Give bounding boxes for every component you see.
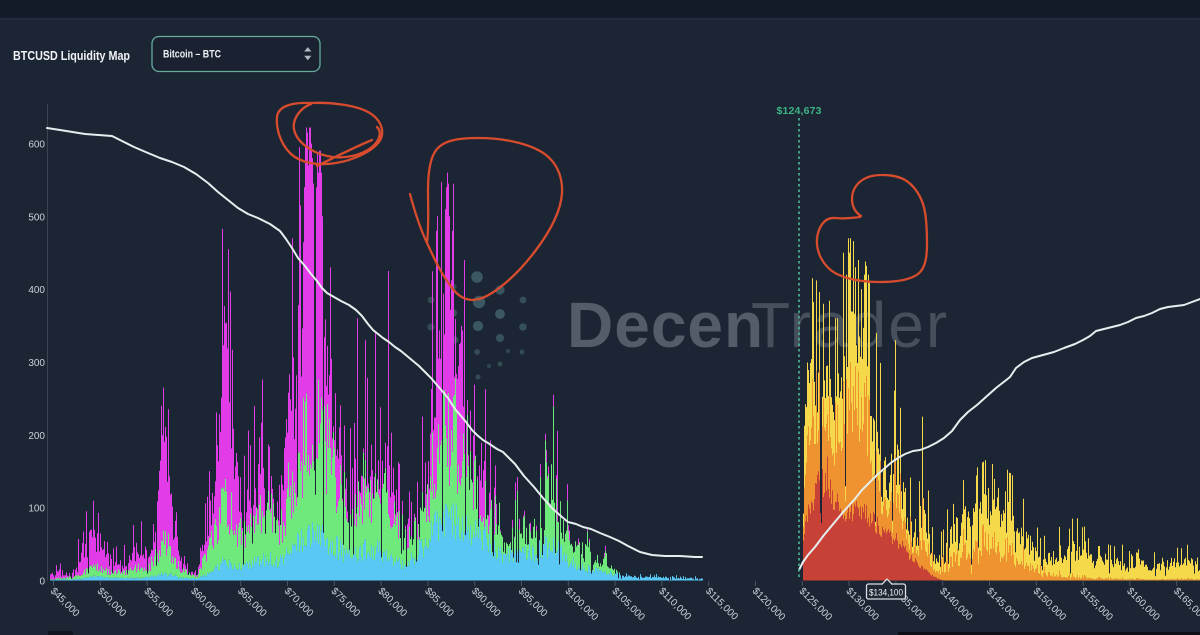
- svg-text:300: 300: [28, 358, 45, 369]
- svg-text:Bitcoin – BTC: Bitcoin – BTC: [163, 49, 221, 61]
- svg-text:0: 0: [39, 577, 45, 588]
- svg-text:500: 500: [28, 212, 45, 223]
- svg-text:600: 600: [28, 140, 45, 151]
- svg-text:400: 400: [28, 285, 45, 296]
- svg-text:$134,100: $134,100: [869, 588, 903, 598]
- svg-text:100: 100: [28, 504, 45, 515]
- svg-text:200: 200: [28, 431, 45, 442]
- svg-text:$124,673: $124,673: [777, 105, 822, 117]
- svg-text:BTCUSD Liquidity Map: BTCUSD Liquidity Map: [13, 48, 130, 63]
- svg-text:Decen: Decen: [567, 289, 764, 361]
